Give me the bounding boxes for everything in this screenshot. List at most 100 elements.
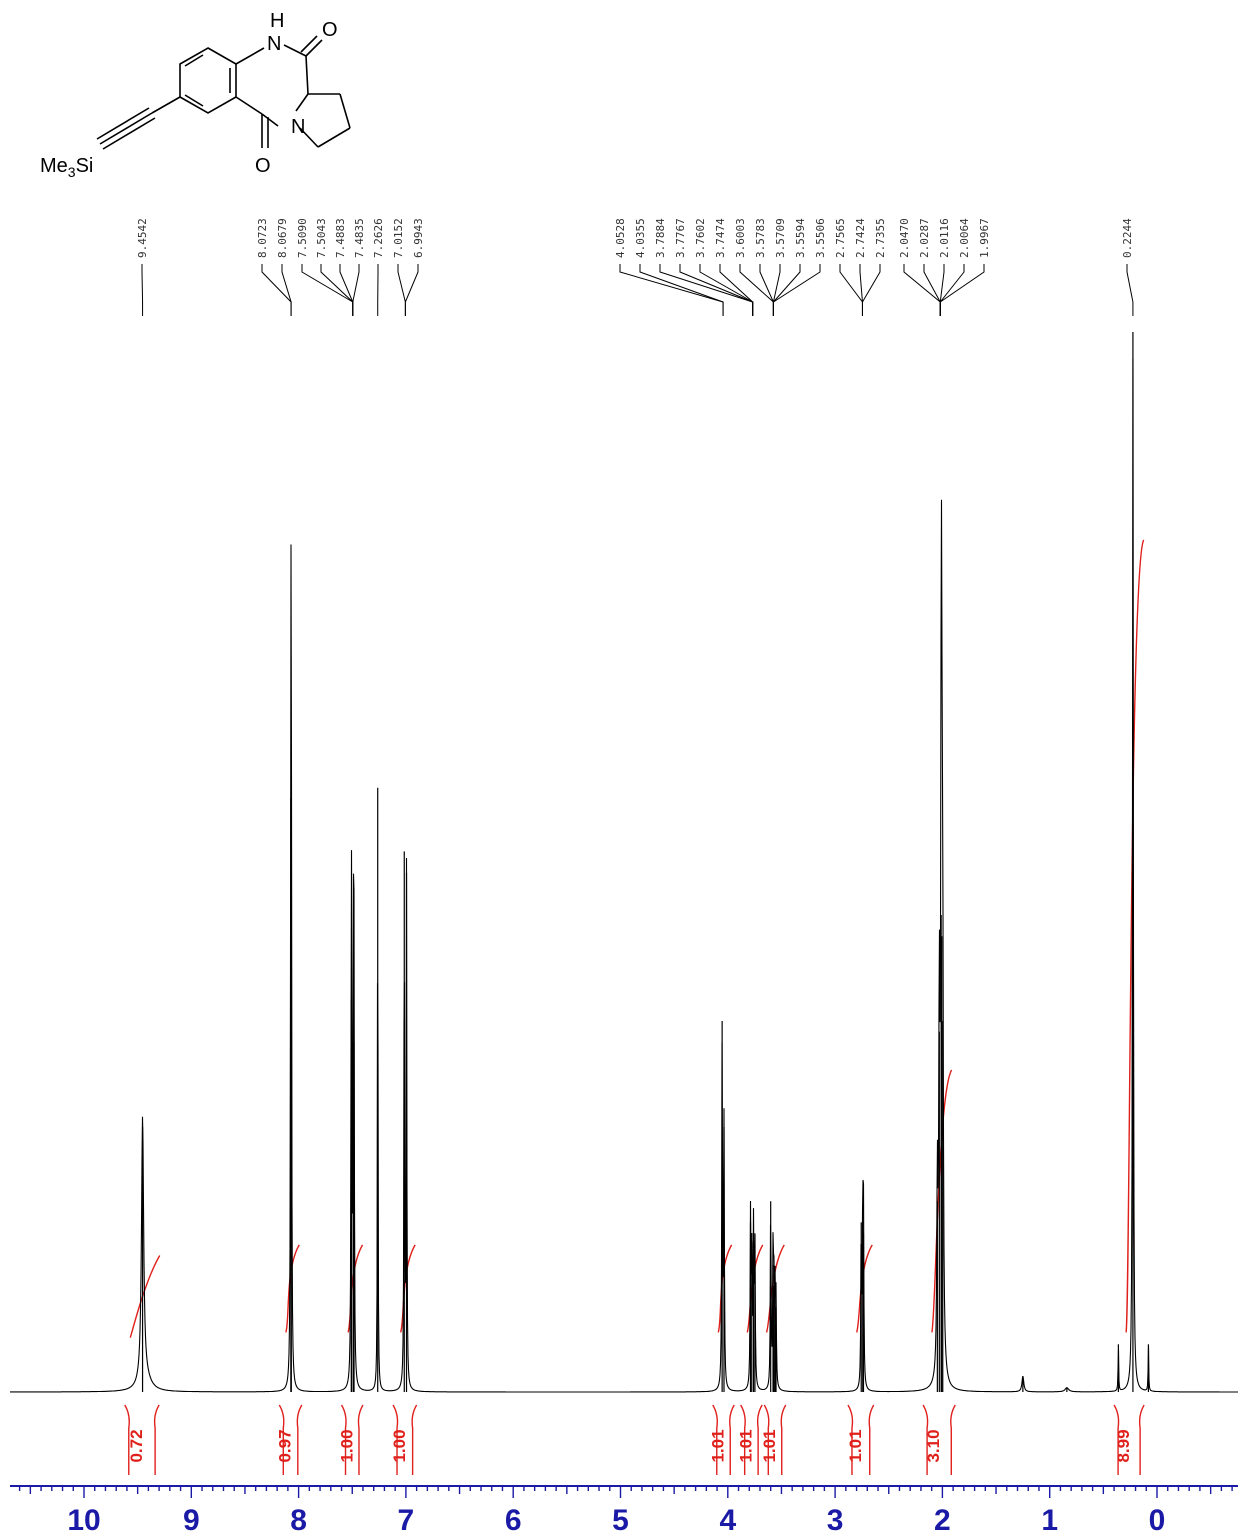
peak-connector-11 [639, 264, 724, 316]
integral-bracket-right-8 [950, 1404, 956, 1475]
peak-label-5: 7.4883 [334, 218, 347, 258]
bond [261, 113, 279, 127]
integral-bracket-left-7 [847, 1404, 854, 1475]
peak-connector-21 [839, 264, 863, 316]
peak-connector-8 [397, 264, 406, 316]
integral-bracket-left-8 [922, 1404, 929, 1475]
peak-label-28: 1.9967 [978, 218, 991, 258]
bond [299, 127, 319, 148]
integral-value-0: 0.72 [127, 1429, 146, 1462]
peak-label-0: 9.4542 [136, 218, 149, 258]
bond [295, 93, 309, 112]
peak-label-18: 3.5709 [774, 218, 787, 258]
structure-label-bottom-o: O [255, 155, 271, 177]
peak-label-11: 4.0355 [634, 218, 647, 258]
alkyne-bond [99, 112, 153, 145]
peak-label-10: 4.0528 [614, 218, 627, 258]
benzene-ring [179, 47, 237, 114]
peak-connector-28 [939, 264, 985, 316]
structure-label-top-o: O [322, 19, 338, 41]
integral-value-3: 1.00 [390, 1429, 409, 1462]
peak-connector-3 [301, 264, 354, 316]
peak-label-7: 7.2626 [372, 218, 385, 258]
bond [235, 96, 263, 115]
tick-label-2: 2 [934, 1504, 951, 1537]
peak-connector-2 [281, 264, 292, 316]
integral-bracket-right-4 [729, 1404, 735, 1475]
peak-connector-15 [719, 264, 754, 316]
integral-value-6: 1.01 [760, 1429, 779, 1462]
bond [317, 127, 351, 148]
integral-value-8: 3.10 [924, 1429, 943, 1462]
integral-curve-9 [1125, 539, 1145, 1333]
peak-connector-9 [404, 264, 419, 316]
integral-bracket-left-2 [340, 1404, 347, 1475]
peak-connector-23 [861, 264, 881, 316]
peak-connector-26 [939, 264, 945, 316]
structure-labels: H N O N O Me3Si [40, 10, 338, 180]
peak-connector-0 [141, 264, 144, 316]
peak-label-23: 2.7355 [874, 218, 887, 258]
tick-label-3: 3 [827, 1504, 844, 1537]
tick-label-9: 9 [183, 1504, 200, 1537]
tms-si: Si [76, 155, 94, 177]
peak-label-22: 2.7424 [854, 218, 867, 258]
tms-subscript: 3 [68, 164, 76, 180]
peak-connector-24 [903, 264, 941, 316]
peak-label-8: 7.0152 [392, 218, 405, 258]
peak-label-14: 3.7602 [694, 218, 707, 258]
tick-label-4: 4 [719, 1504, 736, 1537]
peak-connector-29 [1126, 264, 1134, 316]
tick-label-6: 6 [505, 1504, 522, 1537]
peak-label-9: 6.9943 [412, 218, 425, 258]
peak-connector-17 [759, 264, 774, 316]
peak-connector-20 [772, 264, 821, 316]
benzene-double-bond [184, 54, 204, 67]
peak-label-16: 3.6003 [734, 218, 747, 258]
integral-bracket-right-2 [357, 1404, 364, 1475]
tms-me: Me [40, 155, 68, 177]
peak-label-24: 2.0470 [898, 218, 911, 258]
integral-curve-8 [931, 1069, 953, 1333]
integral-bracket-right-1 [296, 1404, 303, 1475]
integral-bracket-left-5 [740, 1404, 746, 1475]
alkyne-bond [96, 107, 150, 140]
peak-connector-18 [772, 264, 781, 316]
structure-label-ring-n: N [291, 116, 305, 138]
tick-label-7: 7 [398, 1504, 415, 1537]
peak-label-6: 7.4835 [353, 218, 366, 258]
integral-curve-1 [285, 1244, 300, 1333]
peak-connector-5 [339, 264, 354, 316]
peak-label-29: 0.2244 [1121, 218, 1134, 258]
carbonyl-bond [300, 35, 318, 53]
peak-connector-10 [619, 264, 724, 316]
bond [305, 55, 309, 95]
peak-label-15: 3.7474 [714, 218, 727, 258]
tick-label-8: 8 [290, 1504, 307, 1537]
bond [283, 44, 307, 57]
bond [339, 93, 351, 129]
peak-label-12: 3.7884 [654, 218, 667, 258]
peak-label-20: 3.5506 [814, 218, 827, 258]
chemical-structure [96, 35, 351, 150]
bond [235, 47, 265, 65]
integral-value-1: 0.97 [276, 1429, 295, 1462]
integral-value-2: 1.00 [337, 1429, 356, 1462]
integral-bracket-right-5 [756, 1404, 763, 1475]
integral-bracket-left-3 [392, 1404, 399, 1475]
peak-label-17: 3.5783 [754, 218, 767, 258]
peak-connector-12 [659, 264, 754, 316]
integral-bracket-right-9 [1138, 1404, 1145, 1475]
peak-connector-19 [772, 264, 801, 316]
integral-bracket-left-6 [763, 1404, 770, 1475]
integral-bracket-left-1 [278, 1404, 285, 1475]
peak-label-1: 8.0723 [256, 218, 269, 258]
peak-label-2: 8.0679 [276, 218, 289, 258]
structure-label-tms: Me3Si [40, 155, 93, 180]
tick-label-1: 1 [1041, 1504, 1058, 1537]
tick-label-10: 10 [67, 1504, 100, 1537]
integral-value-7: 1.01 [846, 1429, 865, 1462]
integral-bracket-left-4 [712, 1404, 718, 1475]
integral-value-4: 1.01 [709, 1429, 728, 1462]
